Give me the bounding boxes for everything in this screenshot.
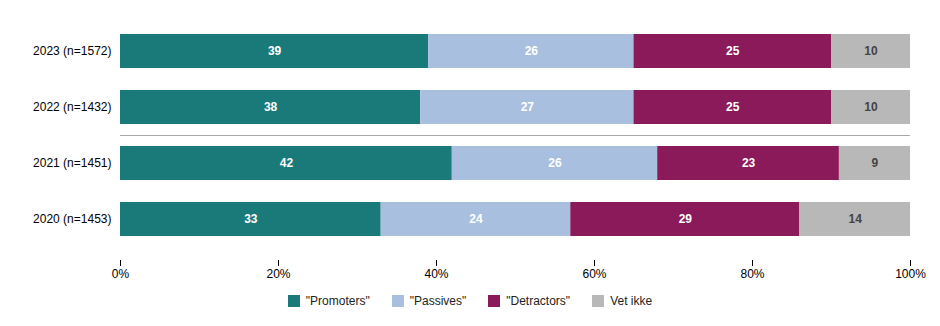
- svg-text:27: 27: [521, 100, 535, 114]
- svg-text:2022 (n=1432): 2022 (n=1432): [33, 100, 111, 114]
- html-text:"Promoters": "Promoters": [305, 294, 370, 308]
- svg-text:39: 39: [268, 44, 282, 58]
- svg-text:2021 (n=1451): 2021 (n=1451): [33, 156, 111, 170]
- html-text:"Passives": "Passives": [409, 294, 467, 308]
- svg-text:25: 25: [726, 100, 740, 114]
- svg-text:40%: 40%: [424, 267, 448, 281]
- svg-text:26: 26: [525, 44, 539, 58]
- svg-text:24: 24: [469, 212, 483, 226]
- svg-text:10: 10: [864, 44, 878, 58]
- svg-text:14: 14: [849, 212, 863, 226]
- svg-text:33: 33: [244, 212, 258, 226]
- svg-text:80%: 80%: [740, 267, 764, 281]
- svg-text:23: 23: [742, 156, 756, 170]
- svg-text:9: 9: [872, 156, 879, 170]
- svg-text:25: 25: [726, 44, 740, 58]
- svg-text:60%: 60%: [582, 267, 606, 281]
- svg-text:20%: 20%: [266, 267, 290, 281]
- html-text:Vet ikke: Vet ikke: [610, 294, 653, 308]
- svg-text:2023 (n=1572): 2023 (n=1572): [33, 44, 111, 58]
- svg-text:42: 42: [280, 156, 294, 170]
- html-text:"Detractors": "Detractors": [506, 294, 571, 308]
- svg-text:2020 (n=1453): 2020 (n=1453): [33, 212, 111, 226]
- svg-text:38: 38: [264, 100, 278, 114]
- svg-text:29: 29: [679, 212, 693, 226]
- svg-text:100%: 100%: [895, 267, 926, 281]
- svg-text:0%: 0%: [112, 267, 130, 281]
- svg-text:10: 10: [864, 100, 878, 114]
- svg-text:26: 26: [548, 156, 562, 170]
